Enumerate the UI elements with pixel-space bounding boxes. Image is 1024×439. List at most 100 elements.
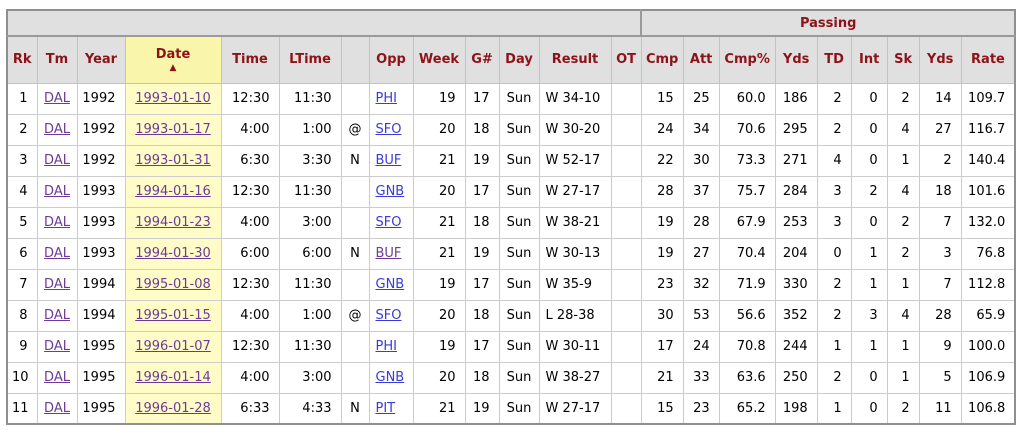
team-link[interactable]: DAL [44,246,70,261]
date-link[interactable]: 1996-01-07 [135,339,211,354]
g-cell: 17 [464,82,500,115]
date-link[interactable]: 1996-01-14 [135,370,211,385]
col-header-label: Day [505,52,533,68]
col-header-day[interactable]: Day [498,35,540,84]
date-link[interactable]: 1993-01-17 [135,122,211,137]
ltime-cell: 3:00 [278,206,342,239]
g-cell: 17 [464,330,500,363]
team-link[interactable]: DAL [44,400,70,416]
col-header-rk[interactable]: Rk [6,35,38,84]
table-head: Passing Rk Tm Year Date ▲ Time LTime Opp Week G# Da… [6,9,1016,84]
date-link[interactable]: 1994-01-30 [135,246,211,261]
col-header-g[interactable]: G# [464,35,500,84]
team-link[interactable]: DAL [44,91,70,106]
col-header-att[interactable]: Att [682,35,720,84]
time-cell: 12:30 [220,82,280,115]
sk-cell: 4 [886,175,920,208]
col-header-int[interactable]: Int [850,35,888,84]
week-cell: 19 [412,330,466,363]
team-link[interactable]: DAL [44,339,70,354]
date-link[interactable]: 1996-01-28 [135,400,211,416]
opp-link[interactable]: SFO [375,122,402,137]
day-cell: Sun [498,237,540,270]
date-cell: 1993-01-10 [124,82,222,115]
int-cell: 0 [850,361,888,394]
yds-cell: 330 [774,268,818,301]
opp-link[interactable]: SFO [375,215,402,230]
opp-link[interactable]: GNB [375,370,405,385]
date-link[interactable]: 1993-01-10 [135,91,211,106]
col-header-year[interactable]: Year [76,35,126,84]
week-cell: 20 [412,175,466,208]
col-header-at[interactable] [340,35,370,84]
team-link[interactable]: DAL [44,153,70,168]
opp-link[interactable]: PHI [375,339,397,354]
col-header-ltime[interactable]: LTime [278,35,342,84]
cmp-cell: 30 [640,299,684,332]
col-header-label: Date [155,46,191,62]
col-header-week[interactable]: Week [412,35,466,84]
date-link[interactable]: 1993-01-31 [135,153,211,168]
day-cell: Sun [498,392,540,425]
ot-cell [610,361,642,394]
col-header-rate[interactable]: Rate [960,35,1016,84]
rate-cell: 116.7 [960,113,1016,146]
team-link[interactable]: DAL [44,277,70,292]
rk-cell: 9 [6,330,38,363]
att-cell: 23 [682,392,720,425]
date-cell: 1994-01-23 [124,206,222,239]
col-header-cmp[interactable]: Cmp [640,35,684,84]
g-cell: 19 [464,144,500,177]
week-cell: 20 [412,361,466,394]
date-link[interactable]: 1994-01-23 [135,215,211,230]
col-header-sk_yds[interactable]: Yds [918,35,962,84]
col-header-time[interactable]: Time [220,35,280,84]
day-cell: Sun [498,330,540,363]
col-header-cmp_pct[interactable]: Cmp% [718,35,776,84]
col-header-td[interactable]: TD [816,35,852,84]
td-cell: 1 [816,330,852,363]
date-link[interactable]: 1995-01-15 [135,308,211,323]
date-link[interactable]: 1994-01-16 [135,184,211,199]
col-header-opp[interactable]: Opp [368,35,414,84]
col-header-sk[interactable]: Sk [886,35,920,84]
td-cell: 1 [816,392,852,425]
team-link[interactable]: DAL [44,370,70,385]
ot-cell [610,113,642,146]
ot-cell [610,82,642,115]
week-cell: 21 [412,237,466,270]
opp-link[interactable]: BUF [375,153,402,168]
opp-link[interactable]: BUF [375,246,402,261]
date-cell: 1996-01-28 [124,392,222,425]
col-header-label: Time [232,52,268,68]
col-header-yds[interactable]: Yds [774,35,818,84]
col-header-tm[interactable]: Tm [36,35,78,84]
date-cell: 1996-01-14 [124,361,222,394]
table-row: 9 DAL 1995 1996-01-07 12:30 11:30 PHI 19 17 Sun W … [6,330,1016,363]
rate-cell: 106.8 [960,392,1016,425]
result-cell: W 38-21 [538,206,612,239]
tm-cell: DAL [36,237,78,270]
yds-cell: 244 [774,330,818,363]
team-link[interactable]: DAL [44,308,70,323]
time-cell: 4:00 [220,206,280,239]
opp-link[interactable]: GNB [375,184,405,199]
ltime-cell: 6:00 [278,237,342,270]
col-header-result[interactable]: Result [538,35,612,84]
team-link[interactable]: DAL [44,122,70,137]
ot-cell [610,144,642,177]
team-link[interactable]: DAL [44,215,70,230]
col-header-ot[interactable]: OT [610,35,642,84]
opp-link[interactable]: GNB [375,277,405,292]
col-header-date[interactable]: Date ▲ [124,35,222,84]
cmp_pct-cell: 60.0 [718,82,776,115]
team-link[interactable]: DAL [44,184,70,199]
date-link[interactable]: 1995-01-08 [135,277,211,292]
ltime-cell: 11:30 [278,330,342,363]
sk-cell: 2 [886,237,920,270]
cmp_pct-cell: 73.3 [718,144,776,177]
sk_yds-cell: 7 [918,268,962,301]
opp-link[interactable]: PHI [375,91,397,106]
opp-link[interactable]: SFO [375,308,402,323]
opp-link[interactable]: PIT [375,400,396,416]
